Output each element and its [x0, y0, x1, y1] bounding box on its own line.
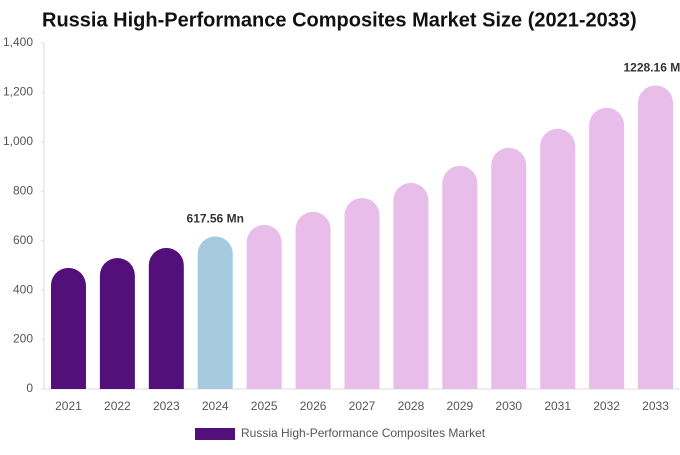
x-tick-label: 2030 — [495, 399, 522, 413]
bar — [344, 197, 380, 389]
y-tick-label: 1,000 — [3, 134, 33, 148]
y-tick-label: 800 — [13, 183, 33, 197]
x-tick-label: 2033 — [642, 399, 669, 413]
bar — [491, 147, 527, 389]
chart-title: Russia High-Performance Composites Marke… — [42, 9, 637, 31]
y-tick-label: 1,400 — [3, 35, 33, 49]
legend-label: Russia High-Performance Composites Marke… — [241, 426, 486, 440]
x-tick-label: 2027 — [349, 399, 376, 413]
bar — [197, 236, 233, 389]
y-tick-label: 1,200 — [3, 85, 33, 99]
bar — [50, 267, 86, 389]
x-tick-label: 2024 — [202, 399, 229, 413]
y-tick-label: 0 — [26, 381, 33, 395]
x-tick-label: 2028 — [398, 399, 425, 413]
x-tick-label: 2031 — [544, 399, 571, 413]
bar — [589, 107, 625, 389]
bar — [99, 258, 135, 389]
y-tick-label: 200 — [13, 332, 33, 346]
y-tick-label: 400 — [13, 282, 33, 296]
x-tick-label: 2022 — [104, 399, 131, 413]
x-tick-label: 2021 — [55, 399, 82, 413]
bar — [148, 247, 184, 389]
x-tick-label: 2023 — [153, 399, 180, 413]
value-label: 1228.16 Mn — [624, 61, 680, 75]
x-tick-label: 2025 — [251, 399, 278, 413]
bar — [638, 85, 674, 390]
bar — [393, 182, 429, 389]
x-tick-label: 2026 — [300, 399, 327, 413]
y-tick-label: 600 — [13, 233, 33, 247]
legend-swatch — [195, 428, 235, 440]
bar — [246, 224, 282, 389]
x-tick-label: 2029 — [446, 399, 473, 413]
bar — [540, 128, 576, 389]
value-label: 617.56 Mn — [187, 212, 244, 226]
bar — [442, 165, 478, 389]
x-tick-label: 2032 — [593, 399, 620, 413]
bar — [295, 211, 331, 389]
